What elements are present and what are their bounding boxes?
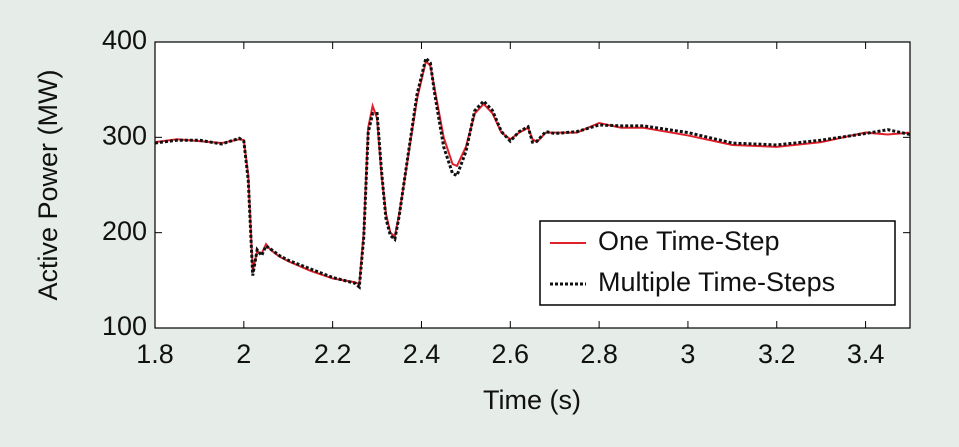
x-tick-label: 3.2 bbox=[758, 339, 796, 369]
x-tick-label: 2.4 bbox=[403, 339, 441, 369]
y-tick-label: 100 bbox=[102, 311, 147, 341]
x-tick-label: 3.4 bbox=[847, 339, 885, 369]
legend-label: One Time-Step bbox=[598, 226, 780, 256]
x-tick-label: 2.2 bbox=[314, 339, 352, 369]
y-tick-label: 300 bbox=[102, 120, 147, 150]
x-tick-label: 2.6 bbox=[492, 339, 530, 369]
x-tick-label: 3 bbox=[680, 339, 695, 369]
y-tick-label: 200 bbox=[102, 216, 147, 246]
y-tick-label: 400 bbox=[102, 25, 147, 55]
x-axis-label: Time (s) bbox=[483, 385, 581, 415]
series-line bbox=[154, 55, 911, 291]
legend-label: Multiple Time-Steps bbox=[598, 267, 835, 297]
x-tick-label: 2 bbox=[236, 339, 251, 369]
legend-box bbox=[539, 220, 896, 306]
y-axis-label: Active Power (MW) bbox=[33, 69, 63, 300]
x-tick-label: 1.8 bbox=[136, 339, 174, 369]
x-tick-label: 2.8 bbox=[580, 339, 618, 369]
